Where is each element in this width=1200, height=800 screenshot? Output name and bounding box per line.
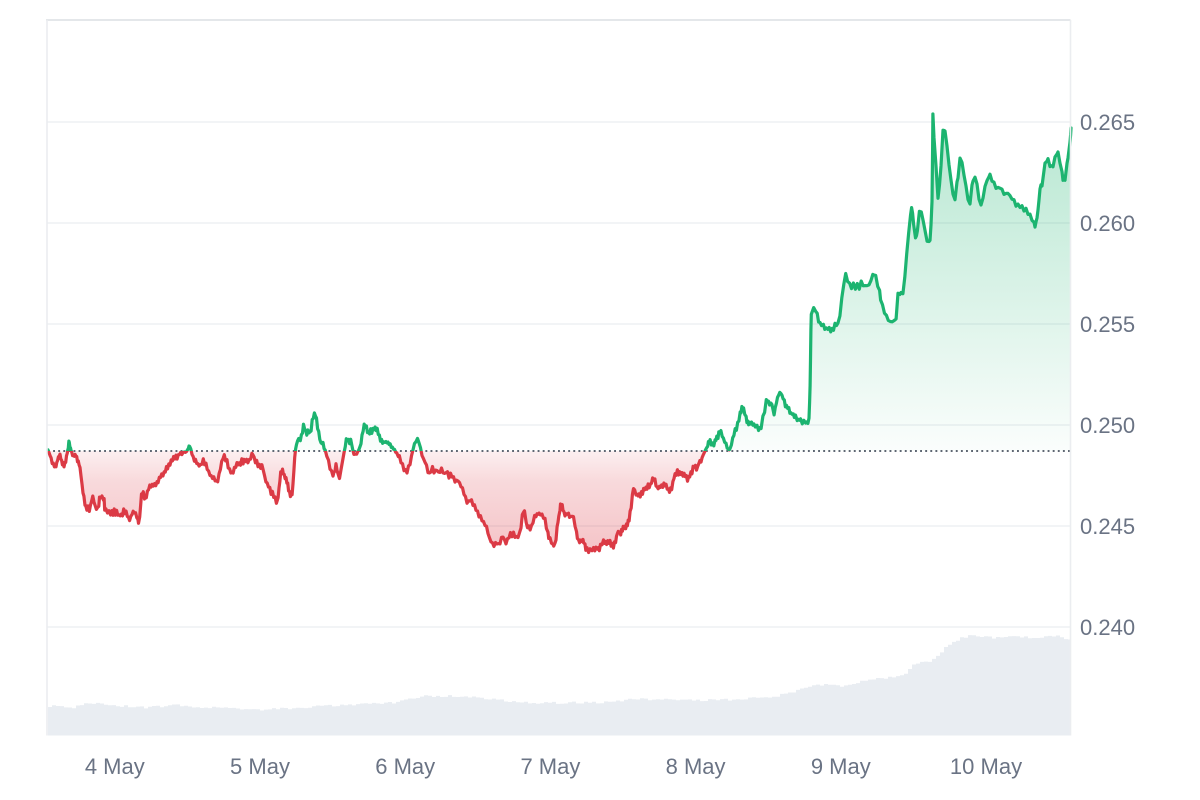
svg-text:0.265: 0.265 bbox=[1080, 110, 1135, 135]
svg-text:10 May: 10 May bbox=[950, 754, 1022, 779]
svg-text:0.260: 0.260 bbox=[1080, 211, 1135, 236]
svg-text:6 May: 6 May bbox=[375, 754, 435, 779]
svg-text:5 May: 5 May bbox=[230, 754, 290, 779]
svg-text:4 May: 4 May bbox=[85, 754, 145, 779]
svg-text:0.240: 0.240 bbox=[1080, 615, 1135, 640]
svg-text:0.245: 0.245 bbox=[1080, 514, 1135, 539]
svg-text:9 May: 9 May bbox=[811, 754, 871, 779]
svg-text:0.250: 0.250 bbox=[1080, 413, 1135, 438]
svg-text:0.255: 0.255 bbox=[1080, 312, 1135, 337]
svg-text:7 May: 7 May bbox=[520, 754, 580, 779]
svg-text:8 May: 8 May bbox=[666, 754, 726, 779]
